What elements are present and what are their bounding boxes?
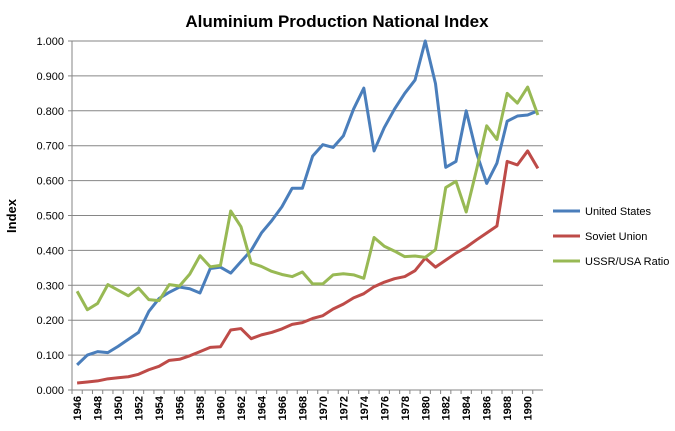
series-line-united-states	[76, 39, 539, 366]
x-tick-label: 1968	[297, 396, 309, 420]
x-tick-label: 1946	[72, 396, 84, 420]
y-tick-label: 0.700	[36, 141, 64, 153]
series-line-ussr-usa-ratio	[75, 85, 540, 312]
x-tick-label: 1962	[236, 396, 248, 420]
y-tick-label: 0.900	[36, 71, 64, 83]
x-tick-label: 1974	[359, 395, 371, 420]
x-tick-label: 1970	[318, 396, 330, 420]
x-tick-label: 1988	[502, 396, 514, 420]
x-tick-label: 1950	[113, 396, 125, 420]
x-tick-label: 1978	[400, 396, 412, 420]
x-tick-label: 1980	[420, 396, 432, 420]
x-tick-label: 1958	[195, 396, 207, 420]
x-tick-label: 1966	[277, 396, 289, 420]
x-tick-label: 1982	[441, 396, 453, 420]
x-tick-label: 1952	[134, 396, 146, 420]
y-tick-label: 0.100	[36, 350, 64, 362]
legend-label: United States	[585, 206, 652, 218]
y-tick-label: 1.000	[36, 36, 64, 48]
y-tick-label: 0.500	[36, 211, 64, 223]
x-tick-label: 1984	[461, 395, 473, 420]
y-tick-label: 0.000	[36, 385, 64, 397]
legend-label: USSR/USA Ratio	[585, 256, 669, 268]
chart-title: Aluminium Production National Index	[185, 12, 489, 31]
series-line-soviet-union	[76, 149, 540, 385]
x-tick-label: 1972	[338, 396, 350, 420]
x-tick-label: 1956	[175, 396, 187, 420]
y-tick-label: 0.200	[36, 315, 64, 327]
x-tick-label: 1976	[379, 396, 391, 420]
x-tick-label: 1986	[482, 396, 494, 420]
y-tick-label: 0.600	[36, 176, 64, 188]
legend-label: Soviet Union	[585, 231, 647, 243]
x-tick-label: 1948	[93, 396, 105, 420]
y-tick-label: 0.300	[36, 280, 64, 292]
x-tick-label: 1960	[215, 396, 227, 420]
y-axis-label: Index	[4, 198, 19, 233]
x-tick-label: 1964	[256, 395, 268, 420]
x-tick-label: 1954	[154, 395, 166, 420]
y-tick-label: 0.800	[36, 106, 64, 118]
y-tick-label: 0.400	[36, 245, 64, 257]
x-tick-label: 1990	[523, 396, 535, 420]
